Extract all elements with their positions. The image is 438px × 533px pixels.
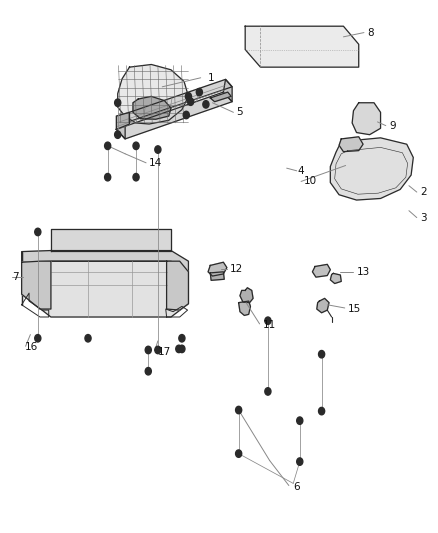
Circle shape: [179, 345, 185, 353]
Circle shape: [35, 228, 41, 236]
Text: 2: 2: [420, 187, 427, 197]
Polygon shape: [317, 298, 329, 313]
Circle shape: [133, 142, 139, 150]
Circle shape: [105, 173, 111, 181]
Text: 15: 15: [348, 304, 361, 314]
Circle shape: [145, 346, 151, 354]
Polygon shape: [21, 261, 188, 317]
Polygon shape: [119, 79, 232, 123]
Polygon shape: [210, 92, 231, 102]
Circle shape: [196, 88, 202, 96]
Text: 8: 8: [367, 28, 374, 38]
Circle shape: [105, 142, 111, 150]
Polygon shape: [51, 229, 171, 251]
Text: 11: 11: [263, 320, 276, 330]
Text: 17: 17: [158, 346, 171, 357]
Polygon shape: [330, 273, 341, 284]
Text: 5: 5: [237, 107, 243, 117]
Circle shape: [183, 111, 189, 119]
Circle shape: [115, 99, 121, 107]
Circle shape: [236, 406, 242, 414]
Circle shape: [318, 351, 325, 358]
Polygon shape: [208, 262, 227, 276]
Circle shape: [145, 368, 151, 375]
Circle shape: [185, 93, 191, 100]
Polygon shape: [117, 116, 125, 139]
Polygon shape: [210, 272, 224, 280]
Circle shape: [155, 346, 161, 354]
Polygon shape: [245, 26, 359, 67]
Text: 16: 16: [25, 342, 38, 352]
Text: 3: 3: [420, 213, 427, 223]
Polygon shape: [166, 261, 188, 310]
Polygon shape: [118, 64, 188, 124]
Polygon shape: [117, 112, 130, 130]
Polygon shape: [223, 79, 232, 102]
Polygon shape: [117, 92, 232, 139]
Text: 1: 1: [208, 73, 215, 83]
Text: 4: 4: [297, 166, 304, 176]
Polygon shape: [239, 301, 251, 316]
Text: 14: 14: [149, 158, 162, 168]
Polygon shape: [339, 137, 363, 152]
Circle shape: [203, 101, 209, 108]
Circle shape: [155, 146, 161, 154]
Circle shape: [133, 173, 139, 181]
Text: 9: 9: [389, 120, 396, 131]
Polygon shape: [330, 138, 413, 200]
Circle shape: [236, 450, 242, 457]
Polygon shape: [21, 261, 51, 309]
Polygon shape: [240, 288, 253, 303]
Circle shape: [297, 417, 303, 424]
Polygon shape: [21, 251, 188, 272]
Text: 6: 6: [293, 482, 300, 492]
Circle shape: [179, 335, 185, 342]
Polygon shape: [133, 96, 171, 119]
Circle shape: [115, 131, 121, 139]
Polygon shape: [352, 103, 381, 135]
Circle shape: [318, 407, 325, 415]
Text: 7: 7: [12, 272, 18, 282]
Circle shape: [187, 98, 194, 106]
Circle shape: [265, 387, 271, 395]
Circle shape: [297, 458, 303, 465]
Text: 13: 13: [357, 267, 370, 277]
Polygon shape: [312, 264, 330, 277]
Circle shape: [35, 335, 41, 342]
Text: 12: 12: [230, 264, 243, 274]
Circle shape: [85, 335, 91, 342]
Text: 10: 10: [304, 176, 317, 187]
Circle shape: [265, 317, 271, 325]
Circle shape: [176, 345, 182, 353]
